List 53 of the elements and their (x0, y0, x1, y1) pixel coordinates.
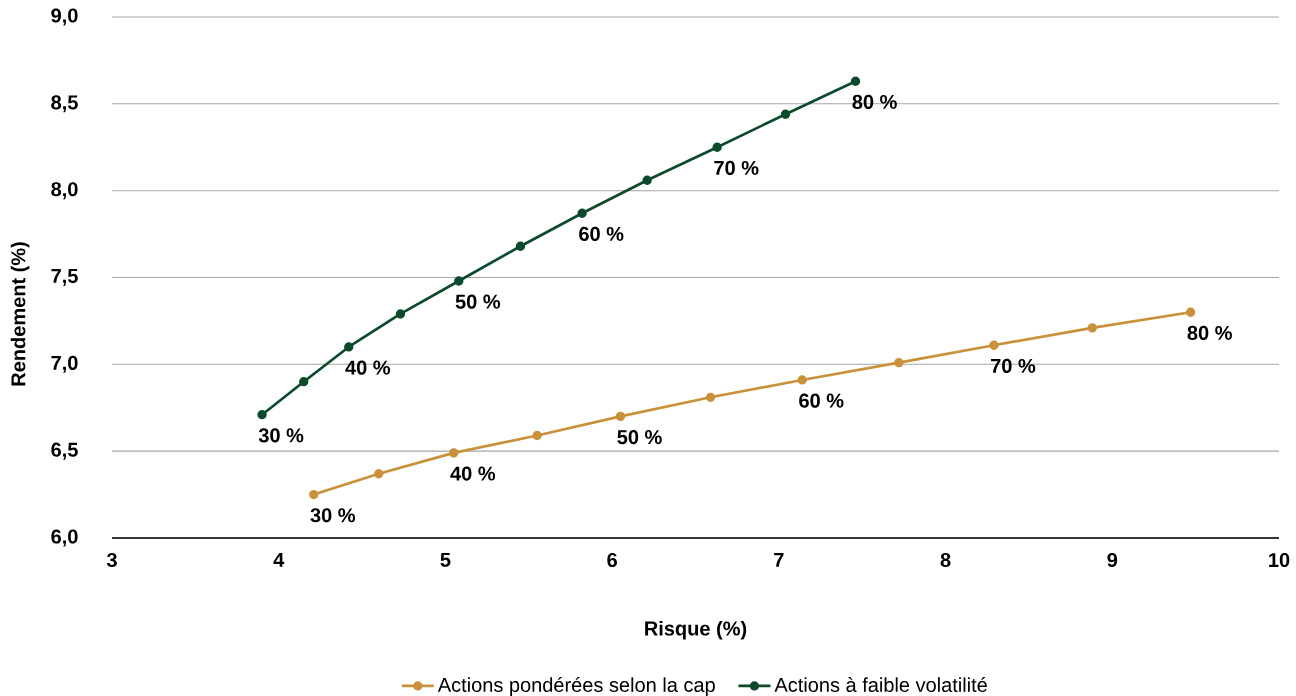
annotation: 40 % (450, 466, 496, 481)
y-tick-label: 7,5 (51, 269, 78, 286)
y-tick-label: 6,0 (51, 529, 78, 547)
annotation: 30 % (258, 428, 304, 443)
legend-label: Actions pondérées selon la cap (437, 677, 715, 696)
x-tick-label: 6 (607, 552, 617, 568)
y-tick-label: 7,0 (51, 355, 78, 373)
point (797, 375, 807, 385)
annotation: 40 % (345, 360, 391, 375)
point (374, 469, 384, 479)
annotation: 60 % (799, 393, 844, 408)
point (344, 342, 354, 352)
point (1087, 323, 1097, 333)
annotation: 60 % (579, 226, 624, 241)
x-axis-title: Risque (%) (645, 620, 747, 640)
point (299, 377, 309, 387)
y-tick-label: 9,0 (51, 8, 78, 26)
point (989, 340, 999, 350)
x-tick-label: 4 (273, 552, 285, 567)
annotation: 50 % (455, 294, 501, 309)
y-tick-label: 6,5 (51, 442, 78, 460)
point (454, 276, 464, 286)
annotation: 70 % (991, 358, 1036, 373)
point (894, 357, 904, 368)
point (395, 309, 406, 319)
point (1185, 307, 1196, 317)
annotation: 80 % (1187, 325, 1232, 340)
x-tick-label: 5 (440, 552, 451, 567)
point (615, 411, 626, 422)
annotation: 80 % (852, 94, 897, 110)
y-tick-label: 8,5 (51, 95, 78, 113)
point (515, 241, 526, 251)
x-tick-label: 8 (940, 552, 951, 568)
annotation: 70 % (714, 160, 759, 175)
y-tick-label: 8,0 (51, 182, 78, 200)
annotation: 30 % (310, 508, 356, 523)
point (532, 430, 542, 441)
point (780, 109, 791, 119)
x-tick-label: 10 (1269, 552, 1290, 568)
point (712, 142, 722, 152)
point (309, 489, 319, 500)
point (257, 410, 267, 420)
annotation: 50 % (617, 430, 662, 445)
point (577, 208, 587, 218)
point (850, 76, 861, 86)
legend-label: Actions à faible volatilité (774, 677, 987, 692)
point (705, 392, 716, 402)
x-tick-label: 9 (1107, 552, 1118, 568)
y-axis-title: Rendement (%) (10, 242, 30, 386)
point (642, 175, 652, 185)
x-tick-label: 7 (774, 552, 784, 567)
x-tick-label: 3 (106, 552, 117, 568)
point (449, 448, 459, 458)
